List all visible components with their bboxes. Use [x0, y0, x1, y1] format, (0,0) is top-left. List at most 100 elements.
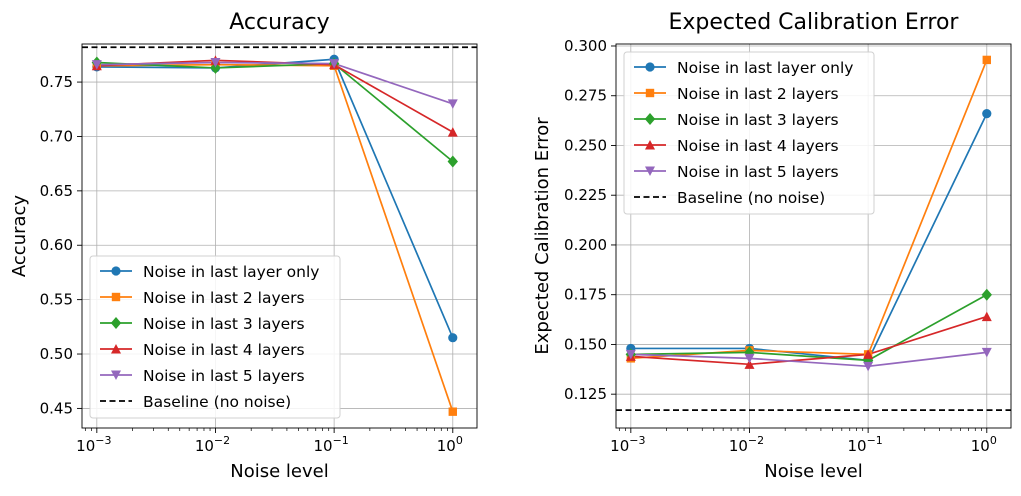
- y-tick-label: 0.175: [564, 286, 607, 304]
- data-point: [863, 361, 874, 372]
- x-tick-label: 10−1: [313, 434, 348, 455]
- data-point: [210, 61, 221, 74]
- y-tick-label: 0.45: [40, 399, 73, 417]
- series-line-3: [96, 61, 454, 163]
- legend-marker: [111, 266, 121, 276]
- legend-label: Noise in last 4 layers: [677, 137, 839, 155]
- y-tick-label: 0.150: [564, 335, 607, 353]
- y-tick-label: 0.125: [564, 385, 607, 403]
- chart-title: Accuracy: [229, 10, 329, 35]
- x-tick-base: 10: [313, 437, 332, 455]
- y-axis-label: Accuracy: [9, 195, 30, 278]
- data-point: [448, 333, 458, 343]
- legend-marker: [645, 166, 655, 176]
- data-point: [982, 109, 992, 119]
- x-axis-label: Noise level: [764, 461, 862, 482]
- x-tick-exponent: −1: [333, 434, 349, 447]
- x-tick-exponent: −1: [867, 434, 883, 447]
- legend: Noise in last layer only Noise in last 2 …: [89, 255, 341, 419]
- series-line-2: [630, 59, 988, 360]
- x-tick-label: 10−3: [76, 434, 111, 455]
- y-tick-label: 0.300: [564, 37, 607, 55]
- x-tick-label: 100: [437, 434, 463, 455]
- x-tick-exponent: −2: [214, 434, 230, 447]
- chart-panel-1: 10−3 10−2 10−1 1000.450.500.550.600.650.700…: [9, 10, 478, 482]
- x-tick-label: 10−1: [847, 434, 882, 455]
- data-point: [447, 155, 458, 168]
- x-tick-label: 10−2: [195, 434, 230, 455]
- legend: Noise in last layer only Noise in last 2 …: [623, 51, 875, 215]
- y-tick-label: 0.65: [40, 182, 73, 200]
- legend-label: Noise in last 5 layers: [143, 367, 305, 385]
- x-tick-label: 10−2: [729, 434, 764, 455]
- chart-panel-2: 10−3 10−2 10−1 1000.1250.1500.1750.2000.225…: [532, 10, 1012, 482]
- series-line-5: [96, 61, 454, 105]
- y-tick-label: 0.75: [40, 73, 73, 91]
- data-point: [744, 353, 755, 364]
- legend-box: [89, 255, 341, 419]
- x-tick-base: 10: [610, 437, 629, 455]
- legend-label: Noise in last 3 layers: [677, 111, 839, 129]
- series-line-4: [96, 59, 454, 133]
- y-tick-label: 0.200: [564, 236, 607, 254]
- y-tick-label: 0.225: [564, 186, 607, 204]
- data-point: [625, 349, 636, 360]
- legend-marker: [111, 370, 121, 380]
- x-tick-exponent: −3: [629, 434, 645, 447]
- data-point: [981, 347, 992, 358]
- legend-label: Noise in last 4 layers: [143, 341, 305, 359]
- data-point: [210, 57, 221, 68]
- legend-marker: [645, 62, 655, 72]
- series-line-1: [630, 113, 988, 362]
- data-point: [91, 60, 102, 70]
- legend-label: Noise in last 3 layers: [143, 315, 305, 333]
- series-line-3: [630, 293, 988, 362]
- x-axis-label: Noise level: [230, 461, 328, 482]
- data-point: [863, 349, 874, 359]
- x-tick-base: 10: [971, 437, 990, 455]
- legend-box: [623, 51, 875, 215]
- x-tick-base: 10: [847, 437, 866, 455]
- data-point: [447, 127, 458, 137]
- y-tick-label: 0.70: [40, 127, 73, 145]
- legend-label: Noise in last 2 layers: [143, 289, 305, 307]
- legend-label: Noise in last layer only: [143, 263, 319, 281]
- y-tick-label: 0.60: [40, 236, 73, 254]
- data-point: [981, 288, 992, 301]
- legend-marker: [110, 317, 122, 329]
- series-line-5: [630, 351, 987, 368]
- x-tick-base: 10: [437, 437, 456, 455]
- x-tick-base: 10: [729, 437, 748, 455]
- data-point: [981, 311, 992, 322]
- data-point: [448, 407, 457, 416]
- legend-label: Noise in last layer only: [677, 59, 853, 77]
- y-tick-label: 0.275: [564, 87, 607, 105]
- data-point: [329, 59, 340, 69]
- legend-marker: [111, 292, 121, 302]
- legend-marker: [111, 344, 121, 354]
- series-line-4: [630, 315, 988, 366]
- x-tick-exponent: 0: [456, 434, 463, 447]
- data-point: [982, 55, 991, 65]
- legend-marker: [645, 140, 655, 150]
- y-tick-label: 0.50: [40, 345, 73, 363]
- x-tick-base: 10: [76, 437, 95, 455]
- chart-title: Expected Calibration Error: [669, 10, 960, 35]
- legend-marker: [645, 88, 655, 98]
- legend-label: Baseline (no noise): [143, 393, 291, 411]
- legend-label: Noise in last 2 layers: [677, 85, 839, 103]
- x-tick-exponent: −3: [95, 434, 111, 447]
- x-tick-label: 10−3: [610, 434, 645, 455]
- y-axis-label: Expected Calibration Error: [532, 117, 553, 355]
- y-tick-label: 0.55: [40, 291, 73, 309]
- x-tick-exponent: 0: [990, 434, 997, 447]
- plot-frame: [81, 43, 478, 429]
- x-tick-label: 100: [971, 434, 997, 455]
- legend-marker: [644, 113, 656, 125]
- legend-label: Baseline (no noise): [677, 189, 825, 207]
- plot-frame: [615, 43, 1012, 429]
- x-tick-base: 10: [195, 437, 214, 455]
- x-tick-exponent: −2: [748, 434, 764, 447]
